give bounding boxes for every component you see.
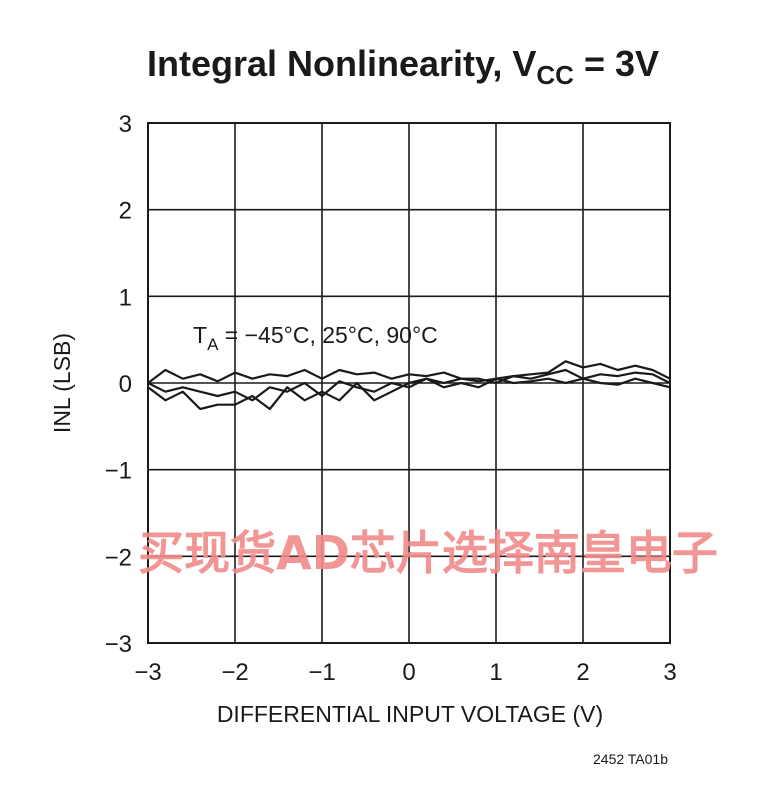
- x-axis-label: DIFFERENTIAL INPUT VOLTAGE (V): [217, 701, 603, 727]
- annotation-text: = −45°C, 25°C, 90°C: [218, 322, 437, 348]
- chart-title-main: Integral Nonlinearity, V: [147, 43, 536, 84]
- y-tick-label: −3: [105, 631, 132, 658]
- y-tick-label: 2: [119, 198, 132, 225]
- figure-code: 2452 TA01b: [593, 751, 668, 767]
- y-tick-labels: −3 −2 −1 0 1 2 3: [105, 111, 132, 658]
- series-line-3: [147, 377, 671, 411]
- x-tick-label: 1: [489, 659, 502, 686]
- series-line-1: [147, 360, 671, 384]
- x-tick-label: 0: [402, 659, 415, 686]
- annotation-prefix: T: [193, 322, 207, 348]
- y-tick-label: 0: [119, 371, 132, 398]
- y-tick-label: −2: [105, 544, 132, 571]
- x-tick-label: 2: [576, 659, 589, 686]
- x-tick-label: −2: [221, 659, 248, 686]
- x-tick-label: −1: [308, 659, 335, 686]
- y-axis-label: INL (LSB): [49, 333, 75, 433]
- annotation-subscript: A: [207, 335, 219, 354]
- series-group: [147, 360, 671, 411]
- grid: [148, 123, 670, 643]
- temperature-annotation: TA = −45°C, 25°C, 90°C: [193, 322, 438, 354]
- y-tick-label: 1: [119, 284, 132, 311]
- x-tick-label: 3: [663, 659, 676, 686]
- x-tick-label: −3: [134, 659, 161, 686]
- x-tick-labels: −3 −2 −1 0 1 2 3: [134, 659, 676, 686]
- watermark: 买现货AD芯片选择南皇电子: [138, 526, 718, 580]
- chart-title-suffix: = 3V: [574, 43, 659, 84]
- chart-title-subscript: CC: [536, 60, 574, 90]
- chart-title: Integral Nonlinearity, VCC = 3V: [147, 43, 659, 90]
- y-tick-label: −1: [105, 458, 132, 485]
- y-tick-label: 3: [119, 111, 132, 138]
